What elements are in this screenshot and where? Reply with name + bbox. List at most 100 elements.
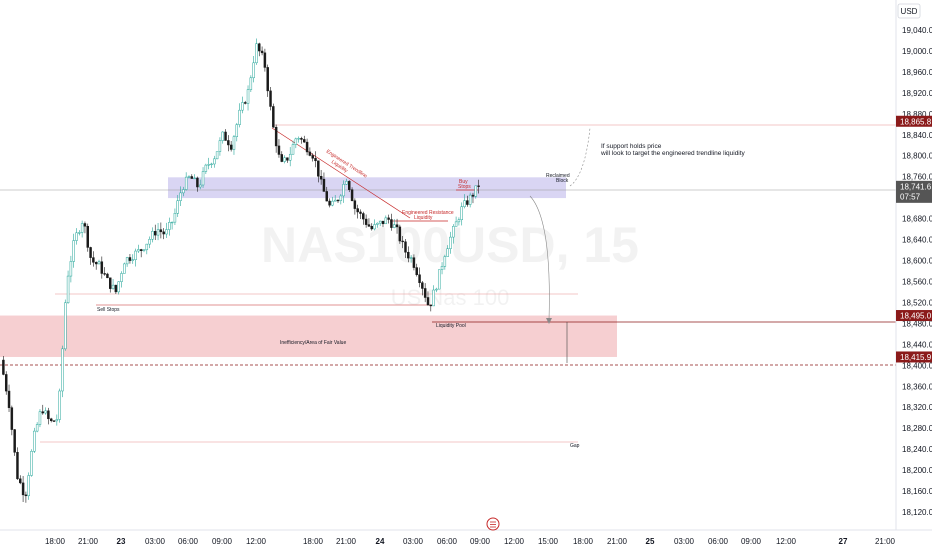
candle-body (474, 185, 478, 197)
candle-body (328, 200, 331, 206)
candle-body (196, 177, 199, 188)
candle-body (258, 43, 261, 52)
price-axis[interactable]: 19,040.0 19,000.0 18,960.0 18,920.0 18,880.0… (902, 26, 932, 517)
price-axis-background (896, 0, 932, 530)
candle-body (72, 240, 75, 262)
candle-body (106, 273, 109, 279)
candle-body (435, 288, 438, 291)
price-tick-label: 19,040.0 (902, 26, 932, 35)
candle-body (283, 157, 286, 162)
candle-body (437, 269, 441, 290)
resistance-label: Engineered Resistance Liquidity (402, 210, 455, 221)
candle-body (364, 218, 368, 225)
candle-body (80, 223, 84, 233)
candle-body (452, 226, 455, 238)
candle-body (128, 257, 132, 261)
candle-body (52, 420, 56, 422)
candle-body (443, 256, 447, 267)
tradingview-logo-icon[interactable] (486, 517, 500, 531)
candle-body (423, 288, 427, 298)
price-tag (896, 180, 932, 203)
candle-body (407, 251, 410, 259)
candle-body (184, 176, 188, 190)
time-tick-label: 23 (117, 537, 126, 546)
candle-body (137, 249, 140, 252)
candle-body (356, 208, 359, 213)
currency-label[interactable]: USD (901, 7, 918, 16)
candle-body (421, 282, 424, 289)
price-tick-label: 18,560.0 (902, 277, 932, 286)
candle-body (66, 275, 70, 304)
description-watermark: US Nas 100 (391, 285, 510, 310)
time-axis[interactable]: 18:00 21:00 23 03:00 06:00 09:00 12:00 18:00 21:… (45, 537, 896, 546)
time-tick-label: 12:00 (504, 537, 525, 546)
candle-body (373, 224, 376, 230)
candle-body (142, 249, 146, 252)
candle-body (319, 176, 323, 180)
buy-stops-label: Buy Stops (458, 179, 471, 190)
candle-body (218, 140, 222, 152)
candle-body (64, 302, 67, 350)
candle-body (345, 181, 348, 185)
candle-body (170, 221, 174, 224)
fair-value-zone (0, 315, 617, 357)
candle-body (272, 106, 275, 128)
time-tick-label: 03:00 (674, 537, 695, 546)
candle-body (300, 138, 303, 140)
currency-box[interactable] (897, 3, 921, 19)
candle-body (30, 451, 33, 476)
candle-body (221, 131, 224, 141)
time-tick-label: 18:00 (45, 537, 66, 546)
candle-body (232, 136, 236, 150)
candle-body (440, 266, 444, 270)
candle-body (179, 192, 182, 201)
candle-body (463, 200, 466, 207)
price-tick-label: 18,240.0 (902, 445, 932, 454)
candle-body (44, 410, 47, 414)
candle-body (460, 206, 463, 221)
candle-body (291, 144, 295, 155)
candle-body (277, 145, 281, 155)
price-tick-label: 18,800.0 (902, 152, 932, 161)
candle-body (457, 219, 461, 223)
price-tick-label: 18,680.0 (902, 215, 932, 224)
candle-body (269, 90, 272, 107)
candle-body (2, 359, 5, 375)
countdown-label: 07:57 (900, 192, 921, 201)
candle-body (210, 163, 213, 166)
candle-body (395, 224, 399, 228)
candle-body (215, 151, 219, 160)
candle-body (381, 220, 385, 225)
candle-body (288, 153, 292, 161)
candle-body (182, 189, 185, 194)
candle-body (454, 221, 458, 227)
price-tick-label: 18,520.0 (902, 298, 932, 307)
candle-body (235, 124, 239, 137)
plot-background (0, 0, 896, 530)
time-tick-label: 12:00 (776, 537, 797, 546)
candle-body (173, 213, 177, 223)
candle-body (249, 77, 253, 90)
candle-body (342, 184, 345, 197)
candle-body (274, 126, 278, 147)
time-tick-label: 15:00 (538, 537, 559, 546)
candle-body (449, 236, 452, 249)
time-tick-label: 06:00 (437, 537, 458, 546)
candle-body (190, 176, 194, 179)
candle-body (156, 229, 160, 236)
candle-body (103, 273, 106, 275)
candle-body (145, 243, 149, 251)
candle-body (238, 109, 241, 125)
candle-body (198, 184, 202, 188)
candle-body (162, 231, 165, 235)
candle-body (412, 257, 416, 268)
price-tag (896, 351, 932, 363)
candle-body (69, 261, 73, 277)
sell-stops-label: Sell Stops (97, 307, 120, 313)
candle-body (41, 411, 45, 414)
price-tag (896, 115, 932, 127)
candle-body (78, 232, 81, 234)
candle-body (207, 164, 210, 166)
